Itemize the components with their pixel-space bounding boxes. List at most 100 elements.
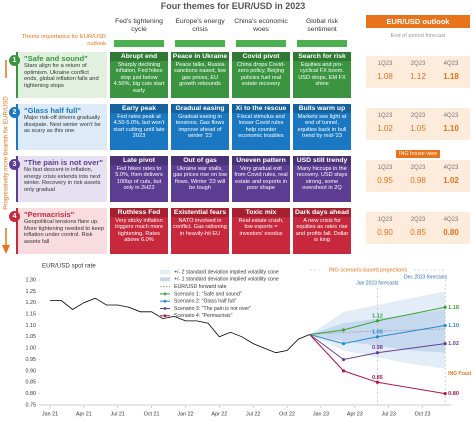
forecast-value: 0.80 (443, 228, 459, 237)
cell-title: USD still trendy (293, 156, 351, 165)
legend-label: Scenario 4: "Permacrisis" (174, 313, 233, 319)
theme-header: Global risk sentiment (305, 18, 339, 33)
cell-text: Real estate crash, low exports = investo… (238, 218, 284, 237)
scenario-text: Stars align for a return of optimism. Uk… (24, 63, 99, 89)
theme-cell: Covid pivot China drops Covid-zero policy… (232, 52, 290, 98)
annotation: Dec 2023 forecasts (404, 274, 448, 280)
x-tick-label: Apr 21 (76, 411, 92, 417)
y-tick-label: 1.00 (26, 346, 37, 352)
series-point (375, 319, 380, 323)
importance-bar (297, 40, 347, 47)
legend-label: Scenario 1: "Safe and sound" (174, 291, 242, 297)
forecast-value: 1.18 (443, 72, 459, 81)
cell-title: Xi to the rescue (232, 104, 290, 113)
series-point (341, 357, 346, 362)
importance-note: Theme importance for EUR/USD outlook (21, 34, 106, 47)
theme-cell: Toxic mix Real estate crash, low exports … (232, 208, 290, 254)
house-view-tag: ING house view (396, 150, 440, 158)
scenario-text: No fast descent in inflation, energy cri… (24, 167, 101, 193)
theme-cell: Xi to the rescue Fiscal stimulus and loos… (232, 104, 290, 150)
theme-cell: USD still trendy Many hiccups in the reco… (293, 156, 351, 202)
theme-cell: Dark days ahead A new crisis for equities… (293, 208, 351, 254)
x-tick-label: Apr 22 (211, 411, 227, 417)
quarter-label: 4Q23 (443, 61, 459, 67)
forecast-value: 1.02 (443, 176, 459, 185)
y-tick-label: 0.75 (26, 402, 37, 408)
forecast-value: 0.90 (377, 228, 393, 237)
forecast-value: 1.12 (410, 72, 426, 81)
theme-cell: Early peak Fed rates peak at 4.50-5.0%, b… (110, 104, 168, 150)
cell-title: Gradual easing (171, 104, 229, 113)
importance-bar (114, 40, 164, 47)
scenario-box: "Permacrisis" Geopolitical tensions flare… (16, 208, 107, 254)
cell-text: Peace talks, Russia sanctions eased, low… (174, 62, 226, 88)
scenario-number: 4 (9, 211, 20, 222)
forecast-value: 0.95 (377, 176, 393, 185)
y-tick-label: 1.30 (26, 277, 37, 283)
annotation: ING scenario-based projections (329, 267, 408, 273)
outlook-box (366, 108, 470, 140)
y-tick-label: 1.05 (26, 334, 37, 340)
series-point (443, 323, 447, 328)
importance-bar (236, 40, 286, 47)
chart-title: EUR/USD spot rate (42, 263, 96, 270)
series-point (341, 328, 346, 332)
series-line (309, 334, 446, 395)
annotation: Jun 2023 forecasts (356, 280, 399, 286)
legend-swatch (160, 270, 170, 274)
x-tick-label: Jul 22 (246, 411, 260, 417)
quarter-label: 4Q23 (443, 113, 459, 119)
scenario-box: "The pain is not over" No fast descent in… (16, 156, 107, 202)
scenario-box: "Glass half full" Major risk-off drivers … (16, 104, 107, 150)
series-line (309, 325, 446, 345)
value-label: 1.18 (448, 305, 459, 311)
cell-text: A new crisis for equities as rates rise … (295, 218, 349, 244)
cell-title: Out of gas (171, 156, 229, 165)
cell-title: Abrupt end (110, 52, 168, 61)
cell-text: Fiscal stimulus and looser Covid rules h… (237, 114, 285, 140)
series-point (341, 342, 346, 346)
cell-title: Late pivot (110, 156, 168, 165)
forecast-value: 1.08 (377, 72, 393, 81)
y-tick-label: 1.20 (26, 300, 37, 306)
forecast-value: 1.02 (377, 124, 393, 133)
value-label: 1.02 (448, 341, 459, 347)
importance-bar (175, 40, 225, 47)
legend-label: EUR/USD forward rate (174, 284, 227, 290)
cell-title: Ruthless Fed (110, 208, 168, 217)
y-tick-label: 0.80 (26, 391, 37, 397)
x-tick-label: Jul 23 (382, 411, 396, 417)
legend-swatch (163, 299, 167, 303)
scenario-text: Major risk-off drivers gradually dissipa… (24, 115, 101, 134)
cell-text: Gradual easing in tensions. Gas flows im… (175, 114, 225, 140)
bearish-arrow: Progressively more bearish for EUR/USD (1, 60, 11, 254)
series-point (341, 369, 346, 373)
value-label: 0.98 (372, 345, 383, 351)
page-title: Four themes for EUR/USD in 2023 (160, 1, 306, 11)
cell-text: Very gradual exit from Covid rules, real… (234, 166, 288, 192)
scenario-text: Geopolitical tensions flare up. More tig… (24, 219, 104, 245)
cell-text: Very sticky inflation triggers much more… (114, 218, 164, 244)
cell-text: Many hiccups in the recovery. USD stays … (296, 166, 348, 192)
forecast-value: 1.05 (410, 124, 426, 133)
cell-text: Markets see light at end of tunnel, equi… (297, 114, 347, 140)
forecast-value: 0.85 (410, 228, 426, 237)
cell-title: Peace in Ukraine (171, 52, 229, 61)
y-tick-label: 0.95 (26, 357, 37, 363)
annotation: ING f'cast (448, 371, 471, 377)
outlook-subtitle: End of period forecast (390, 33, 446, 39)
legend-label: Scenario 2: "Glass half full" (174, 299, 237, 305)
y-tick-label: 1.10 (26, 323, 37, 329)
x-tick-label: Jan 23 (313, 411, 329, 417)
legend-swatch (163, 314, 167, 318)
cell-text: China drops Covid-zero policy, Beijing p… (237, 62, 285, 88)
x-tick-label: Oct 21 (144, 411, 160, 417)
legend-label: +/- 1 standard deviation implied volatil… (174, 277, 279, 283)
cell-title: Uneven pattern (232, 156, 290, 165)
quarter-label: 1Q23 (377, 217, 393, 223)
theme-cell: Search for risk Equities and pro-cyclical… (293, 52, 351, 98)
cell-title: Search for risk (293, 52, 351, 61)
cell-title: Early peak (110, 104, 168, 113)
theme-header: Europe's energy crisis (175, 18, 225, 33)
